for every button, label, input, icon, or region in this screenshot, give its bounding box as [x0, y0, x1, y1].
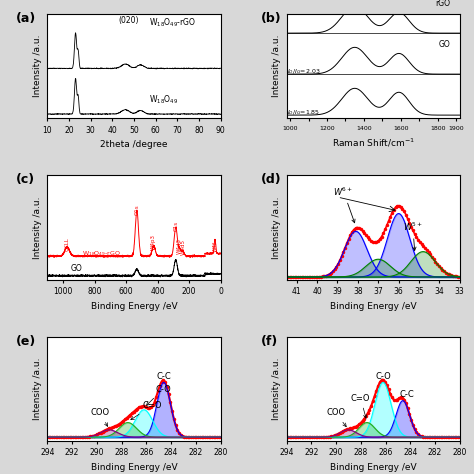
- Text: W4f: W4f: [212, 241, 218, 252]
- Text: (a): (a): [16, 12, 36, 25]
- Text: W4d5: W4d5: [181, 239, 185, 255]
- Text: C1s: C1s: [173, 221, 178, 231]
- Text: GO: GO: [71, 264, 83, 273]
- X-axis label: Binding Energy /eV: Binding Energy /eV: [330, 463, 417, 472]
- Text: $W^{6+}$: $W^{6+}$: [333, 185, 355, 223]
- Text: OKLL: OKLL: [64, 237, 70, 251]
- Text: C-C: C-C: [156, 372, 171, 381]
- Y-axis label: Intensity /a.u.: Intensity /a.u.: [272, 196, 281, 259]
- Text: $\mathregular{W_{18}O_{49}}$: $\mathregular{W_{18}O_{49}}$: [149, 93, 178, 106]
- X-axis label: Binding Energy /eV: Binding Energy /eV: [91, 463, 177, 472]
- Text: $\mathregular{W_{18}O_{49}}$-rGO: $\mathregular{W_{18}O_{49}}$-rGO: [149, 17, 196, 29]
- Text: COO: COO: [326, 408, 346, 427]
- Text: O1s: O1s: [134, 204, 139, 215]
- X-axis label: Binding Energy /eV: Binding Energy /eV: [91, 302, 177, 311]
- Text: rGO: rGO: [436, 0, 451, 9]
- Text: $\mathregular{W_{18}O_{49}}$-rGO: $\mathregular{W_{18}O_{49}}$-rGO: [82, 249, 121, 258]
- Text: GO: GO: [439, 40, 451, 49]
- Text: (020): (020): [119, 16, 139, 25]
- Text: C=O: C=O: [351, 394, 370, 418]
- Text: $I_D/I_G$=1.85: $I_D/I_G$=1.85: [287, 109, 321, 118]
- Text: C-C: C-C: [399, 390, 414, 399]
- Text: (f): (f): [261, 335, 278, 348]
- X-axis label: Raman Shift/cm$^{-1}$: Raman Shift/cm$^{-1}$: [332, 137, 415, 149]
- Y-axis label: Intensity /a.u.: Intensity /a.u.: [272, 357, 281, 420]
- Y-axis label: Intensity /a.u.: Intensity /a.u.: [33, 196, 42, 259]
- Text: (c): (c): [16, 173, 36, 186]
- Text: W4p3: W4p3: [151, 234, 156, 250]
- Text: C=O: C=O: [131, 401, 162, 419]
- Text: COO: COO: [91, 408, 110, 427]
- Text: C-O: C-O: [375, 372, 391, 381]
- Y-axis label: Intensity /a.u.: Intensity /a.u.: [272, 35, 281, 98]
- X-axis label: Binding Energy /eV: Binding Energy /eV: [330, 302, 417, 311]
- Text: C-O: C-O: [146, 384, 171, 405]
- Text: $I_D/I_G$=2.03: $I_D/I_G$=2.03: [287, 68, 321, 76]
- Text: (e): (e): [16, 335, 36, 348]
- X-axis label: 2theta /degree: 2theta /degree: [100, 140, 168, 149]
- Text: $W^{5+}$: $W^{5+}$: [403, 221, 423, 250]
- Y-axis label: Intensity /a.u.: Intensity /a.u.: [33, 35, 42, 98]
- Text: (b): (b): [261, 12, 281, 25]
- Y-axis label: Intensity /a.u.: Intensity /a.u.: [33, 357, 42, 420]
- Text: W4d3: W4d3: [177, 237, 182, 254]
- Text: (d): (d): [261, 173, 281, 186]
